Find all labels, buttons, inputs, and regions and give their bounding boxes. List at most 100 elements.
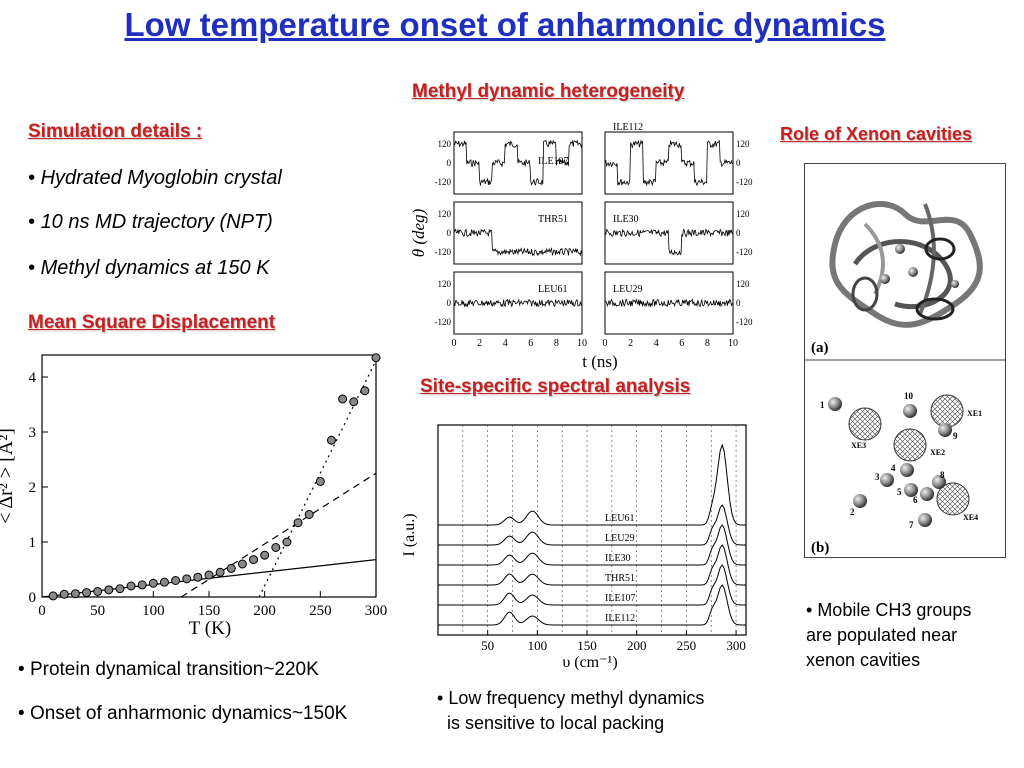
heterogeneity-panel-frame: [604, 201, 734, 265]
msd-note-2: • Onset of anharmonic dynamics~150K: [18, 703, 348, 724]
msd-data-point: [182, 574, 192, 584]
heterogeneity-panel-frame: [604, 271, 734, 335]
heterogeneity-panel-label: LEU29δ2: [613, 284, 642, 295]
msd-y-ticks: 0 1 2 3 4: [29, 370, 48, 606]
msd-x-tick-label: 200: [253, 603, 276, 619]
msd-data-point: [104, 585, 114, 595]
xenon-header: Role of Xenon cavities: [780, 124, 973, 144]
spectral-figure: LEU61δ2 LEU29δ1 ILE30δ1 THR51γ2 ILE107δ1 ILE1…: [401, 424, 747, 671]
xenon-figure-svg: (a) XE3 XE1 XE2 XE4 1 2 3 4 5: [805, 201, 1005, 556]
heterogeneity-y-tick-label: -120: [435, 247, 452, 257]
msd-note-1: • Protein dynamical transition~220K: [18, 659, 319, 680]
heterogeneity-trace: [453, 228, 583, 257]
spectral-trace: [438, 504, 746, 546]
heterogeneity-x-tick-label: 8: [554, 338, 559, 349]
msd-x-tick-label: 250: [309, 603, 332, 619]
msd-data-point: [159, 577, 169, 587]
msd-data-point: [93, 587, 103, 596]
simulation-bullet-2: • 10 ns MD trajectory (NPT): [28, 211, 273, 233]
heterogeneity-panel-frame: [453, 131, 583, 195]
msd-data-point: [171, 576, 181, 585]
msd-data-point: [249, 555, 259, 565]
heterogeneity-y-tick-label: 0: [736, 158, 741, 168]
msd-fit-lines: [41, 360, 377, 598]
cavity-label-xe2: XE2: [930, 448, 945, 457]
heterogeneity-panel-label: ILE112δ1: [613, 122, 643, 133]
heterogeneity-x-tick-label: 2: [477, 338, 482, 349]
msd-y-tick-label: 1: [29, 535, 37, 551]
heterogeneity-trace: [453, 139, 583, 186]
msd-x-tick-label: 150: [198, 603, 221, 619]
site-label-3: 3: [875, 472, 880, 482]
msd-data-point: [360, 386, 370, 396]
heterogeneity-x-tick-label: 6: [528, 338, 533, 349]
msd-data-point: [126, 581, 136, 591]
msd-data-point: [82, 588, 92, 598]
heterogeneity-panel-label: THR51γ2: [538, 214, 568, 225]
msd-header: Mean Square Displacement: [28, 312, 276, 333]
msd-data-point: [148, 578, 158, 588]
heterogeneity-y-tick-label: 0: [447, 298, 452, 308]
heterogeneity-y-tick-label: 120: [736, 209, 750, 219]
msd-data-point: [215, 567, 225, 577]
msd-data-point: [304, 510, 314, 519]
spectral-y-label: I (a.u.): [401, 513, 418, 556]
msd-x-tick-label: 300: [365, 603, 388, 619]
xenon-label-a: (a): [811, 340, 829, 356]
heterogeneity-panel-frame: [604, 131, 734, 195]
site-label-6: 6: [913, 495, 918, 505]
heterogeneity-panel-frame: [453, 201, 583, 265]
spectral-trace: [438, 443, 746, 526]
xenon-label-b: (b): [811, 540, 829, 556]
heterogeneity-trace: [605, 298, 734, 308]
spectral-trace-label: LEU29δ1: [605, 533, 634, 544]
msd-data-point: [193, 572, 203, 582]
msd-chart: 0 1 2 3 4 0 50 100 150 200 250 300 < Δr² > [Å²] T …: [0, 353, 388, 639]
msd-data-point: [59, 589, 69, 599]
spectral-traces: LEU61δ2 LEU29δ1 ILE30δ1 THR51γ2 ILE107δ1 ILE1…: [438, 443, 746, 626]
msd-data-points: [48, 353, 381, 601]
spectral-note: • Low frequency methyl dynamics is sensi…: [437, 688, 705, 733]
site-label-7: 7: [909, 520, 914, 530]
heterogeneity-panel-label: LEU61δ2: [538, 284, 567, 295]
cavity-label-xe3: XE3: [851, 441, 866, 450]
msd-data-point: [349, 397, 359, 407]
msd-fit-line-dotted: [258, 360, 377, 598]
site-label-4: 4: [891, 463, 896, 473]
heterogeneity-x-tick-label: 0: [603, 338, 608, 349]
cavity-label-xe4: XE4: [963, 513, 978, 522]
msd-y-tick-label: 3: [29, 425, 37, 441]
heterogeneity-y-label: θ (deg): [409, 208, 428, 257]
msd-data-point: [115, 584, 125, 594]
msd-data-point: [48, 591, 58, 601]
xenon-figure: (a) XE3 XE1 XE2 XE4 1 2 3 4 5: [804, 163, 1006, 558]
heterogeneity-y-tick-label: 0: [736, 298, 741, 308]
spectral-x-tick-label: 50: [481, 638, 494, 653]
heterogeneity-x-tick-label: 2: [628, 338, 633, 349]
spectral-plot-frame: [437, 424, 747, 636]
heterogeneity-y-tick-label: -120: [435, 177, 452, 187]
spectral-trace-label: ILE112δ1: [605, 613, 635, 624]
heterogeneity-y-tick-label: 120: [438, 139, 452, 149]
msd-data-point: [260, 550, 270, 560]
msd-data-point: [271, 543, 281, 552]
site-label-5: 5: [897, 487, 902, 497]
simulation-bullet-1: • Hydrated Myoglobin crystal: [28, 167, 282, 189]
site-label-9: 9: [953, 431, 958, 441]
heterogeneity-y-tick-label: 0: [736, 228, 741, 238]
simulation-bullet-3: • Methyl dynamics at 150 K: [28, 257, 270, 279]
heterogeneity-y-tick-label: 120: [438, 209, 452, 219]
site-label-8: 8: [940, 470, 945, 480]
spectral-x-label: υ (cm⁻¹): [562, 654, 617, 671]
msd-data-point: [293, 518, 303, 528]
msd-x-tick-label: 50: [90, 603, 105, 619]
msd-y-axis-label: < Δr² > [Å²]: [0, 428, 17, 524]
heterogeneity-y-tick-label: -120: [736, 177, 753, 187]
heterogeneity-x-label: t (ns): [582, 352, 617, 371]
heterogeneity-y-tick-label: -120: [736, 317, 753, 327]
site-label-2: 2: [850, 507, 855, 517]
spectral-trace-label: ILE107δ1: [605, 593, 636, 604]
heterogeneity-y-tick-label: 0: [447, 158, 452, 168]
msd-data-point: [204, 570, 214, 580]
msd-data-point: [315, 477, 325, 486]
